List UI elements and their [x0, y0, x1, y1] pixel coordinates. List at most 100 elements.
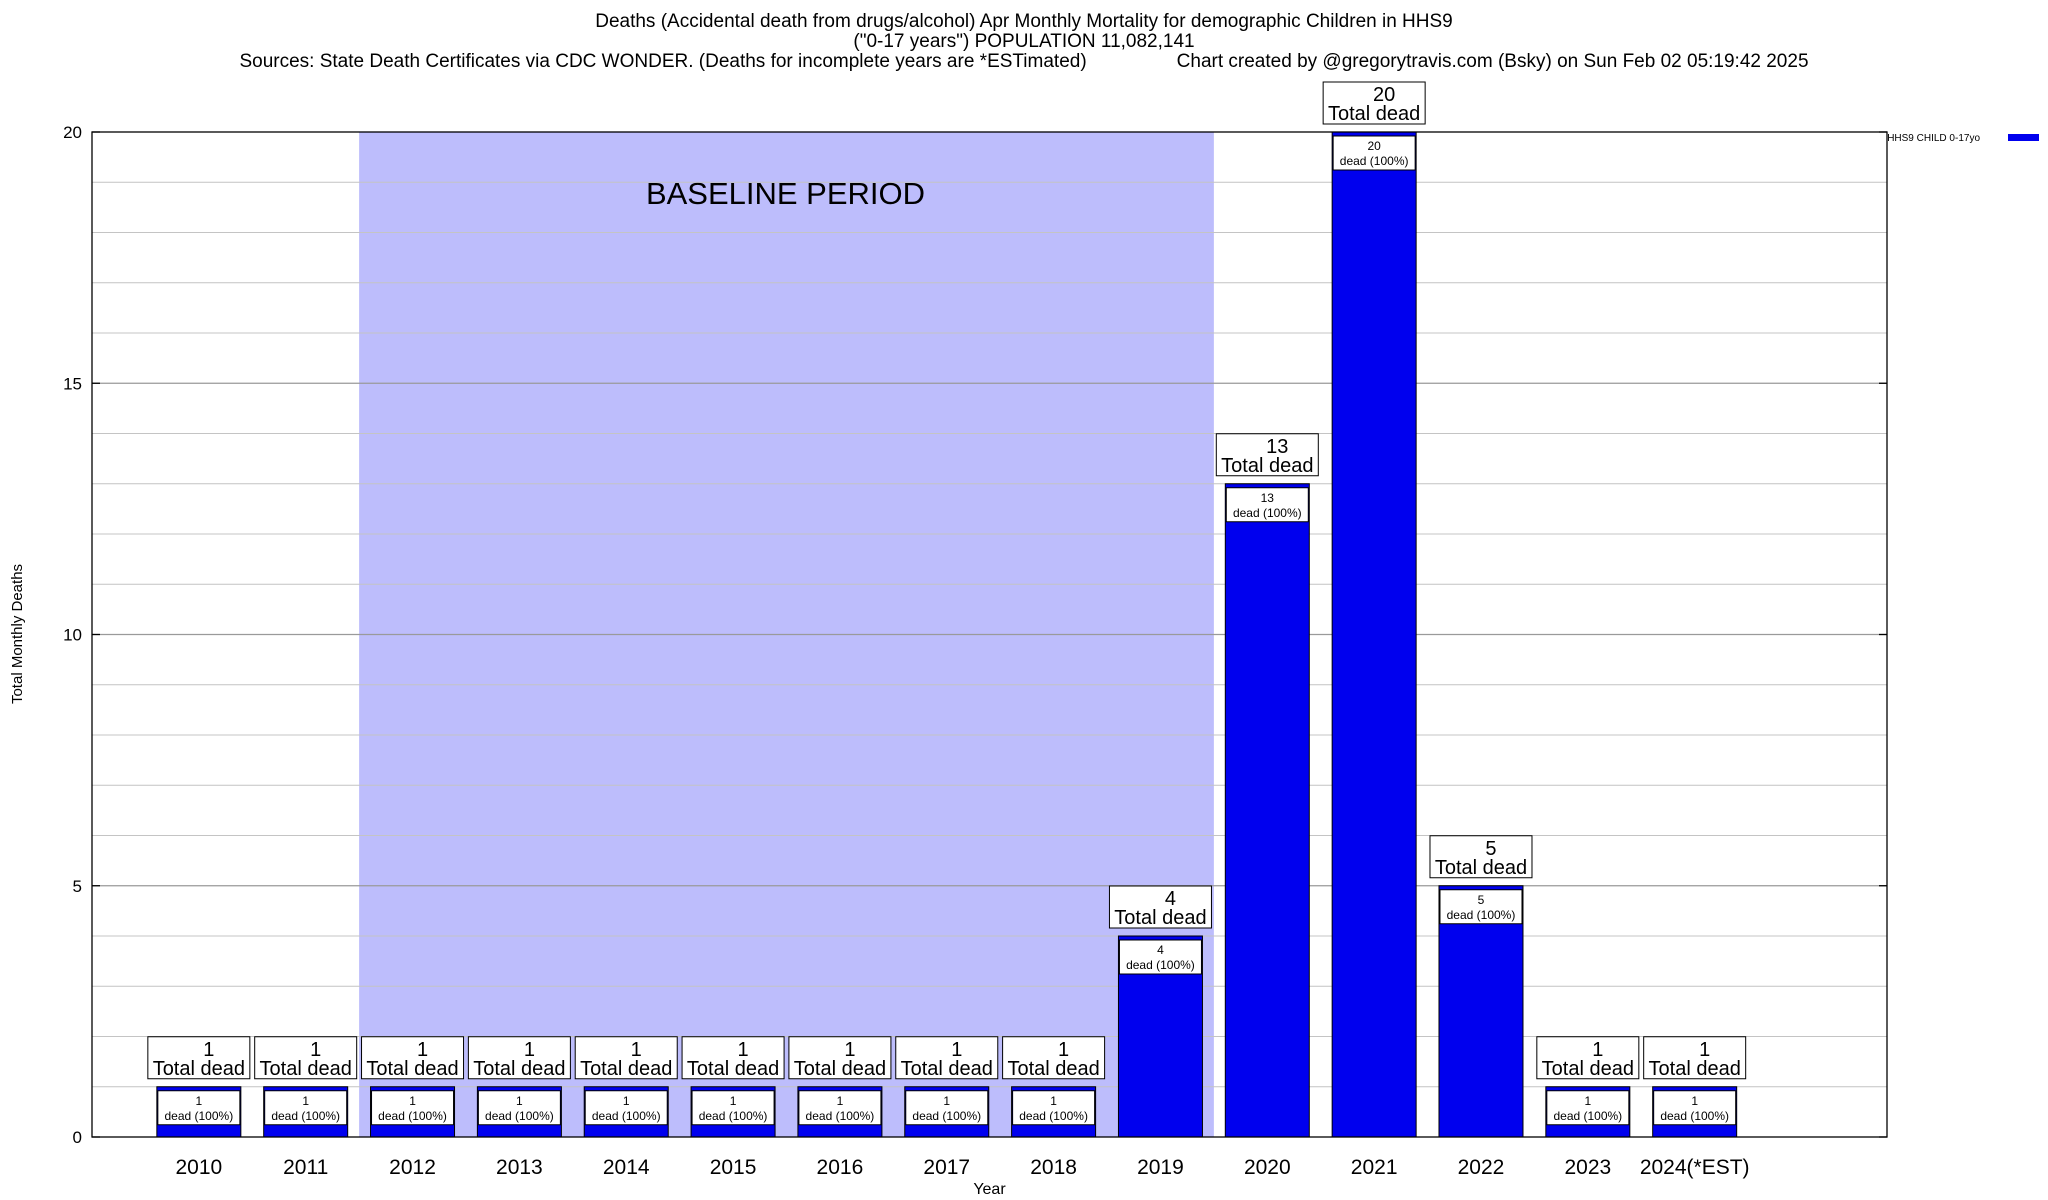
bar-total-label-box — [1429, 835, 1533, 879]
bar-inner-label: dead (100%) — [485, 1109, 554, 1123]
bar-total-value: 1 — [310, 1039, 321, 1061]
x-axis: 2010 2011 2012 2013 2014 2015 2016 2017 2018 2019… — [175, 1156, 1749, 1179]
bar-total-label: Total dead — [901, 1058, 993, 1080]
bar-inner-label-box — [798, 1090, 882, 1126]
bar-inner-value: 1 — [730, 1094, 737, 1108]
bar-inner-label: dead (100%) — [1340, 154, 1409, 168]
bar-inner-label-box — [691, 1090, 775, 1126]
bar-inner-value: 1 — [302, 1094, 309, 1108]
bar-inner-label: dead (100%) — [164, 1109, 233, 1123]
x-tick-label: 2014 — [603, 1156, 650, 1179]
bar-inner-label: dead (100%) — [1233, 506, 1302, 520]
bar-inner-label-box — [1012, 1090, 1096, 1126]
bar-total-value: 1 — [844, 1039, 855, 1061]
chart-title-block: Deaths (Accidental death from drugs/alco… — [0, 12, 2048, 72]
bar-total-label-box — [574, 1036, 678, 1080]
bar-total-value: 1 — [203, 1039, 214, 1061]
bar-total-label-box — [147, 1036, 251, 1080]
bar-inner-label-box — [477, 1090, 561, 1126]
bar-total-label-box — [1215, 433, 1319, 477]
bar-total-label: Total dead — [366, 1058, 458, 1080]
bar-total-value: 13 — [1266, 436, 1288, 458]
legend: HHS9 CHILD 0-17yo — [1887, 133, 2039, 144]
x-tick-label: 2022 — [1458, 1156, 1505, 1179]
bar-total-label-box — [681, 1036, 785, 1080]
x-tick-label: 2017 — [923, 1156, 970, 1179]
bar-total-label-box — [895, 1036, 999, 1080]
bar-inner-label: dead (100%) — [806, 1109, 875, 1123]
x-tick-label: 2019 — [1137, 1156, 1184, 1179]
bar-total-label-box — [361, 1036, 465, 1080]
legend-label: HHS9 CHILD 0-17yo — [1887, 133, 1980, 144]
bar-inner-value: 1 — [837, 1094, 844, 1108]
bar-inner-value: 1 — [516, 1094, 523, 1108]
x-tick-label: 2023 — [1564, 1156, 1611, 1179]
bar-total-value: 5 — [1485, 838, 1496, 860]
bar-inner-label-box — [1546, 1090, 1630, 1126]
bar-total-label: Total dead — [1435, 857, 1527, 879]
bar-inner-value: 13 — [1261, 491, 1275, 505]
bar-inner-label: dead (100%) — [699, 1109, 768, 1123]
bar-inner-label-box — [264, 1090, 348, 1126]
chart-sources-line: Sources: State Death Certificates via CD… — [0, 52, 2048, 72]
bar-total-label-box — [467, 1036, 571, 1080]
x-axis-label: Year — [973, 1181, 1006, 1198]
bar-inner-label: dead (100%) — [378, 1109, 447, 1123]
bar-total-label-box — [1643, 1036, 1747, 1080]
y-tick-label: 15 — [63, 374, 82, 393]
bar-total-value: 1 — [524, 1039, 535, 1061]
bar-total-label: Total dead — [794, 1058, 886, 1080]
bar-total-label-box — [788, 1036, 892, 1080]
y-tick-label: 10 — [63, 626, 82, 645]
bar-total-value: 1 — [738, 1039, 749, 1061]
x-tick-label: 2020 — [1244, 1156, 1291, 1179]
bar-inner-label-box — [371, 1090, 455, 1126]
bar-inner-label: dead (100%) — [271, 1109, 340, 1123]
x-tick-label: 2012 — [389, 1156, 436, 1179]
bar-inner-label-box — [1118, 939, 1202, 975]
bar-inner-label: dead (100%) — [1126, 958, 1195, 972]
legend-swatch — [2008, 134, 2039, 141]
bar-total-label: Total dead — [1114, 907, 1206, 929]
bar-total-label-box — [1002, 1036, 1106, 1080]
bar-inner-label: dead (100%) — [1660, 1109, 1729, 1123]
bar — [1438, 885, 1524, 1138]
chart-title: Deaths (Accidental death from drugs/alco… — [595, 11, 1453, 32]
bar — [1224, 483, 1310, 1138]
x-tick-label: 2018 — [1030, 1156, 1077, 1179]
x-tick-label: 2016 — [817, 1156, 864, 1179]
bar-total-value: 1 — [951, 1039, 962, 1061]
bar-total-label: Total dead — [153, 1058, 245, 1080]
bar-total-label: Total dead — [687, 1058, 779, 1080]
x-tick-label: 2024(*EST) — [1640, 1156, 1750, 1179]
bar-inner-value: 20 — [1367, 139, 1381, 153]
bar-inner-label-box — [905, 1090, 989, 1126]
bar — [1331, 131, 1417, 1138]
bar-inner-label-box — [1439, 889, 1523, 925]
bar-total-value: 20 — [1373, 84, 1395, 106]
bar-inner-value: 1 — [943, 1094, 950, 1108]
x-tick-label: 2013 — [496, 1156, 543, 1179]
x-tick-label: 2021 — [1351, 1156, 1398, 1179]
x-tick-label: 2011 — [283, 1156, 328, 1179]
bar-total-label: Total dead — [260, 1058, 352, 1080]
bar-inner-label-box — [1332, 135, 1416, 171]
bar-inner-value: 1 — [1691, 1094, 1698, 1108]
bar-total-label: Total dead — [1328, 103, 1420, 125]
bar-inner-label-box — [584, 1090, 668, 1126]
y-axis-label: Total Monthly Deaths — [9, 564, 26, 704]
chart-subtitle: ("0-17 years") POPULATION 11,082,141 — [853, 31, 1195, 52]
bar-inner-label-box — [1225, 487, 1309, 523]
bar-inner-value: 1 — [409, 1094, 416, 1108]
baseline-period-label: BASELINE PERIOD — [646, 176, 925, 211]
bar-inner-label-box — [157, 1090, 241, 1126]
bar-total-label: Total dead — [473, 1058, 565, 1080]
bar-total-label-box — [1108, 885, 1212, 929]
bar-total-label: Total dead — [1221, 455, 1313, 477]
bar-total-value: 1 — [1058, 1039, 1069, 1061]
bar-inner-label-box — [1653, 1090, 1737, 1126]
bar-inner-value: 1 — [1050, 1094, 1057, 1108]
